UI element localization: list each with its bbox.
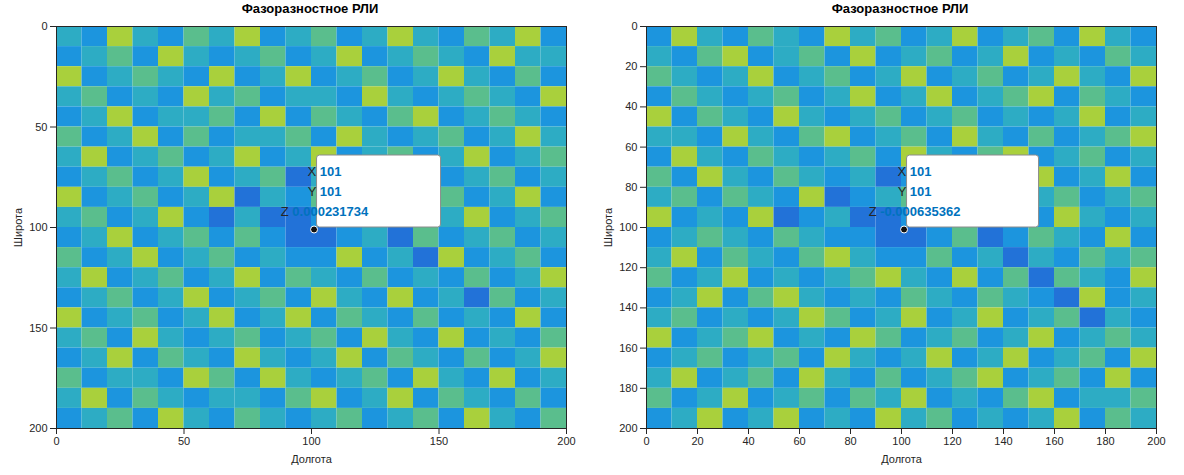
- svg-text:150: 150: [430, 435, 448, 447]
- svg-text:120: 120: [943, 435, 961, 447]
- svg-text:160: 160: [619, 342, 637, 354]
- svg-text:200: 200: [619, 422, 637, 434]
- svg-text:Долгота: Долгота: [881, 453, 922, 465]
- html-text:Фазоразностное РЛИ: Фазоразностное РЛИ: [241, 1, 379, 16]
- svg-text:X 101: X 101: [898, 164, 932, 179]
- svg-text:180: 180: [1096, 435, 1114, 447]
- svg-text:140: 140: [619, 301, 637, 313]
- svg-text:150: 150: [29, 322, 47, 334]
- svg-text:Z 0.000231734: Z 0.000231734: [281, 204, 369, 219]
- svg-text:X 101: X 101: [308, 164, 342, 179]
- svg-text:0: 0: [53, 435, 59, 447]
- svg-text:80: 80: [625, 181, 637, 193]
- svg-text:Широта: Широта: [602, 207, 614, 247]
- svg-text:100: 100: [892, 435, 910, 447]
- svg-text:40: 40: [625, 100, 637, 112]
- svg-text:50: 50: [178, 435, 190, 447]
- svg-text:200: 200: [557, 435, 575, 447]
- svg-text:100: 100: [29, 221, 47, 233]
- svg-text:60: 60: [625, 141, 637, 153]
- svg-text:160: 160: [1045, 435, 1063, 447]
- svg-text:0: 0: [631, 20, 637, 32]
- svg-text:20: 20: [625, 60, 637, 72]
- svg-text:Долгота: Долгота: [291, 453, 332, 465]
- svg-text:200: 200: [1147, 435, 1165, 447]
- svg-text:180: 180: [619, 382, 637, 394]
- svg-text:50: 50: [35, 121, 47, 133]
- svg-text:100: 100: [619, 221, 637, 233]
- svg-text:140: 140: [994, 435, 1012, 447]
- svg-text:120: 120: [619, 261, 637, 273]
- svg-text:Широта: Широта: [12, 207, 24, 247]
- svg-text:Z -0.000635362: Z -0.000635362: [869, 204, 961, 219]
- svg-text:100: 100: [302, 435, 320, 447]
- svg-text:60: 60: [793, 435, 805, 447]
- svg-text:80: 80: [844, 435, 856, 447]
- svg-text:40: 40: [742, 435, 754, 447]
- svg-text:200: 200: [29, 422, 47, 434]
- svg-text:0: 0: [643, 435, 649, 447]
- svg-text:0: 0: [41, 20, 47, 32]
- svg-text:20: 20: [691, 435, 703, 447]
- svg-text:Y 101: Y 101: [308, 184, 342, 199]
- html-text:Фазоразностное РЛИ: Фазоразностное РЛИ: [831, 1, 969, 16]
- svg-text:Y 101: Y 101: [898, 184, 932, 199]
